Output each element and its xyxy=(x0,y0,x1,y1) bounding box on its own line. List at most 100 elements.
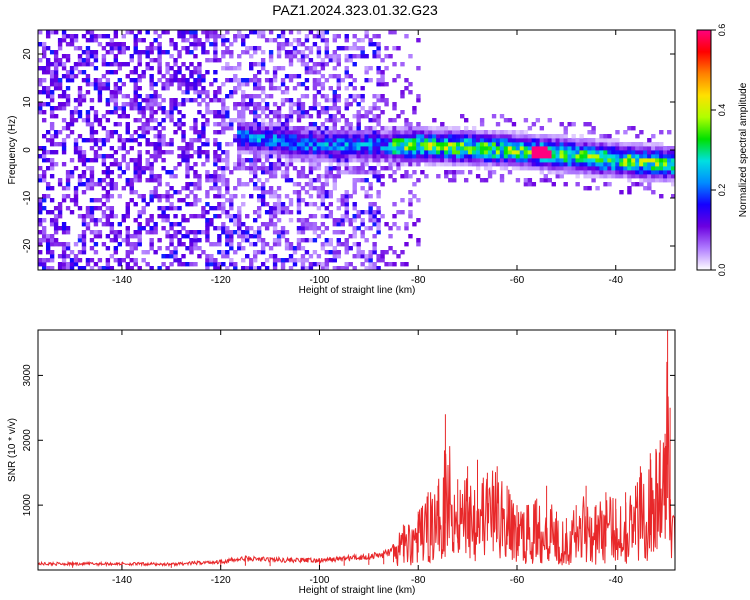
spectrogram-cell xyxy=(467,154,473,159)
spectrogram-cell xyxy=(153,230,158,235)
spectrogram-cell xyxy=(117,194,123,199)
spectrogram-cell xyxy=(352,134,357,139)
spectrogram-cell xyxy=(475,174,481,179)
spectrogram-cell xyxy=(89,34,95,39)
spectrogram-cell xyxy=(221,194,226,199)
spectrogram-cell xyxy=(249,234,254,239)
spectrogram-cell xyxy=(296,130,302,135)
spectrogram-cell xyxy=(101,34,107,39)
spectrogram-cell xyxy=(511,150,517,155)
spectrogram-cell xyxy=(551,138,556,143)
spectrogram-cell xyxy=(388,246,393,251)
spectrogram-cell xyxy=(651,170,656,175)
spectrogram-cell xyxy=(380,138,385,143)
spectrogram-cell xyxy=(256,210,262,215)
spectrogram-cell xyxy=(225,38,230,43)
spectrogram-cell xyxy=(264,78,270,83)
spectrogram-cell xyxy=(53,218,59,223)
spectrogram-cell xyxy=(416,146,421,151)
spectrogram-cell xyxy=(432,150,437,155)
spectrogram-cell xyxy=(635,142,640,147)
spectrogram-cell xyxy=(444,134,449,139)
spectrogram-cell xyxy=(41,226,47,231)
spectrogram-cell xyxy=(276,258,282,263)
spectrogram-cell xyxy=(149,174,154,179)
spectrogram-cell xyxy=(599,166,604,171)
spectrogram-cell xyxy=(340,158,345,163)
spectrogram-cell xyxy=(93,242,99,247)
spectrogram-cell xyxy=(129,190,134,195)
spectrogram-cell xyxy=(153,46,158,51)
spectrogram-cell xyxy=(205,158,210,163)
spectrogram-cell xyxy=(53,242,59,247)
spectrogram-cell xyxy=(97,42,103,47)
spectrogram-cell xyxy=(312,62,318,67)
spectrogram-cell xyxy=(320,190,326,195)
spectrogram-cell xyxy=(364,138,369,143)
spectrogram-cell xyxy=(659,146,664,151)
spectrogram-cell xyxy=(412,146,417,151)
spectrogram-cell xyxy=(45,90,51,95)
spectrogram-cell xyxy=(245,214,250,219)
spectrogram-cell xyxy=(256,238,262,243)
spectrogram-cell xyxy=(169,186,174,191)
spectrogram-cell xyxy=(320,38,326,43)
spectrogram-cell xyxy=(463,150,469,155)
spectrogram-cell xyxy=(125,74,130,79)
spectrogram-cell xyxy=(41,154,47,159)
spectrogram-cell xyxy=(479,158,485,163)
spectrogram-cell xyxy=(137,174,142,179)
spectrogram-cell xyxy=(452,126,457,131)
spectrogram-cell xyxy=(647,142,652,147)
spectrogram-cell xyxy=(177,86,182,91)
spectrogram-cell xyxy=(519,146,525,151)
spectrogram-cell xyxy=(296,110,302,115)
spectrogram-cell xyxy=(233,38,238,43)
spectrogram-cell xyxy=(635,174,640,179)
spectrogram-cell xyxy=(229,90,234,95)
spectrogram-cell xyxy=(284,118,290,123)
spectrogram-cell xyxy=(312,34,318,39)
spectrogram-cell xyxy=(105,214,111,219)
spectrogram-cell xyxy=(77,58,83,63)
spectrogram-cell xyxy=(249,266,254,270)
spectrogram-cell xyxy=(440,162,445,167)
spectrogram-cell xyxy=(69,198,75,203)
spectrogram-cell xyxy=(133,106,138,111)
spectrogram-cell xyxy=(149,66,154,71)
spectrogram-cell xyxy=(125,210,130,215)
spectrogram-cell xyxy=(479,150,485,155)
spectrogram-cell xyxy=(268,134,274,139)
spectrogram-cell xyxy=(308,70,314,75)
spectrogram-cell xyxy=(408,190,413,195)
spectrogram-cell xyxy=(587,122,592,127)
spectrogram-cell xyxy=(252,82,258,87)
spectrogram-cell xyxy=(213,262,218,267)
spectrogram-cell xyxy=(260,138,266,143)
spectrogram-cell xyxy=(256,198,262,203)
spectrogram-cell xyxy=(260,66,266,71)
spectrogram-cell xyxy=(348,126,353,131)
spectrogram-cell xyxy=(320,194,326,199)
spectrogram-cell xyxy=(65,58,71,63)
spectrogram-cell xyxy=(169,78,174,83)
spectrogram-cell xyxy=(57,46,63,51)
spectrogram-cell xyxy=(372,134,377,139)
spectrogram-cell xyxy=(356,134,361,139)
spectrogram-cell xyxy=(424,150,429,155)
spectrogram-cell xyxy=(45,186,51,191)
spectrogram-cell xyxy=(113,46,119,51)
spectrogram-cell xyxy=(181,234,186,239)
spectrogram-cell xyxy=(57,102,63,107)
spectrogram-cell xyxy=(316,190,322,195)
spectrogram-cell xyxy=(252,254,258,259)
spectrogram-cell xyxy=(460,114,465,119)
spectrogram-cell xyxy=(105,62,111,67)
spectrogram-cell xyxy=(456,130,461,135)
spectrogram-cell xyxy=(627,162,632,167)
spectrogram-cell xyxy=(85,58,91,63)
spectrogram-cell xyxy=(288,134,294,139)
spectrogram-cell xyxy=(599,154,604,159)
spectrogram-cell xyxy=(89,134,95,139)
spectrogram-cell xyxy=(260,118,266,123)
